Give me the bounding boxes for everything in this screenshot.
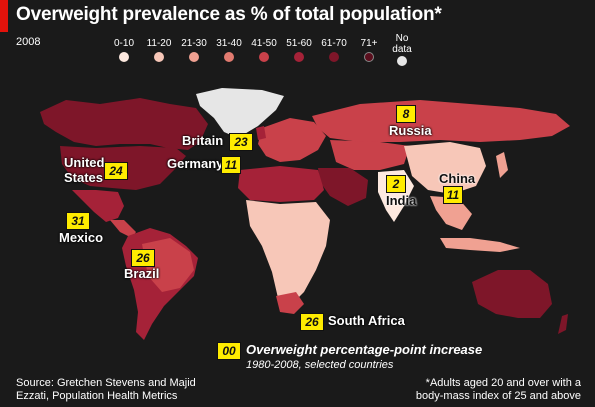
key-sublabel: 1980-2008, selected countries — [246, 359, 394, 371]
legend-label: 51-60 — [286, 38, 312, 49]
map-title: Overweight prevalence as % of total popu… — [16, 4, 442, 25]
legend-item-51-60: 51-60 — [279, 38, 319, 62]
mexico-shape — [72, 190, 124, 222]
legend-label: 41-50 — [251, 38, 277, 49]
legend-label: 61-70 — [321, 38, 347, 49]
key-label: Overweight percentage-point increase — [246, 342, 483, 357]
legend-item-11-20: 11-20 — [139, 38, 179, 62]
legend-label: 71+ — [360, 38, 378, 49]
legend-item-no-data: No data — [384, 33, 420, 66]
country-label-india: India — [386, 193, 417, 208]
badge-china: 11 — [443, 186, 463, 204]
britain-shape — [256, 126, 266, 140]
legend-item-41-50: 41-50 — [244, 38, 284, 62]
country-label-russia: Russia — [389, 123, 432, 138]
badge-india: 2 — [386, 175, 406, 193]
north-africa-shape — [238, 166, 324, 202]
badge-germany: 11 — [221, 156, 241, 174]
legend-swatch — [397, 56, 407, 66]
badge-russia: 8 — [396, 105, 416, 123]
brand-red-bar — [0, 0, 8, 32]
country-label-china: China — [439, 171, 476, 186]
footnote: *Adults aged 20 and over with a body-mas… — [415, 377, 581, 402]
greenland-shape — [196, 88, 284, 138]
badge-britain: 23 — [229, 133, 253, 151]
sub-saharan-africa-shape — [246, 200, 330, 306]
legend-label: 31-40 — [216, 38, 242, 49]
source-note: Source: Gretchen Stevens and Majid Ezzat… — [16, 377, 196, 402]
brazil-shape — [142, 238, 194, 292]
legend-item-71-plus: 71+ — [349, 38, 389, 62]
badge-united-states: 24 — [104, 162, 128, 180]
legend-label: No data — [392, 33, 412, 55]
russia-shape — [312, 100, 570, 142]
legend-item-0-10: 0-10 — [104, 38, 144, 62]
country-label-germany: Germany — [167, 156, 224, 171]
badge-south-africa: 26 — [300, 313, 324, 331]
central-asia-shape — [330, 140, 410, 170]
legend-item-61-70: 61-70 — [314, 38, 354, 62]
europe-shape — [258, 118, 326, 162]
country-label-britain: Britain — [182, 133, 224, 148]
japan-shape — [496, 152, 508, 178]
legend-swatch — [224, 52, 234, 62]
legend-swatch — [364, 52, 374, 62]
middle-east-shape — [318, 168, 368, 206]
southeast-asia-shape — [430, 196, 472, 230]
legend-item-21-30: 21-30 — [174, 38, 214, 62]
central-america-shape — [110, 220, 136, 238]
badge-mexico: 31 — [66, 212, 90, 230]
legend: 0-10 11-20 21-30 31-40 41-50 51-60 61-70… — [0, 0, 595, 80]
china-shape — [404, 142, 486, 194]
legend-item-31-40: 31-40 — [209, 38, 249, 62]
map-year: 2008 — [16, 36, 41, 48]
legend-swatch — [259, 52, 269, 62]
legend-swatch — [294, 52, 304, 62]
world-map — [40, 88, 570, 340]
country-label-brazil: Brazil — [124, 266, 160, 281]
key-badge: 00 — [217, 342, 241, 360]
australia-shape — [472, 270, 552, 318]
country-label-united-states: United States — [64, 155, 105, 185]
country-label-south-africa: South Africa — [328, 313, 405, 328]
legend-label: 0-10 — [113, 38, 134, 49]
legend-label: 11-20 — [146, 38, 172, 49]
legend-label: 21-30 — [181, 38, 207, 49]
badge-brazil: 26 — [131, 249, 155, 267]
new-zealand-shape — [558, 314, 568, 334]
legend-swatch — [189, 52, 199, 62]
legend-swatch — [154, 52, 164, 62]
country-label-mexico: Mexico — [59, 230, 104, 245]
legend-swatch — [119, 52, 129, 62]
legend-swatch — [329, 52, 339, 62]
south-africa-shape — [276, 292, 304, 314]
indonesia-shape — [440, 238, 520, 252]
canada-shape — [40, 98, 208, 150]
